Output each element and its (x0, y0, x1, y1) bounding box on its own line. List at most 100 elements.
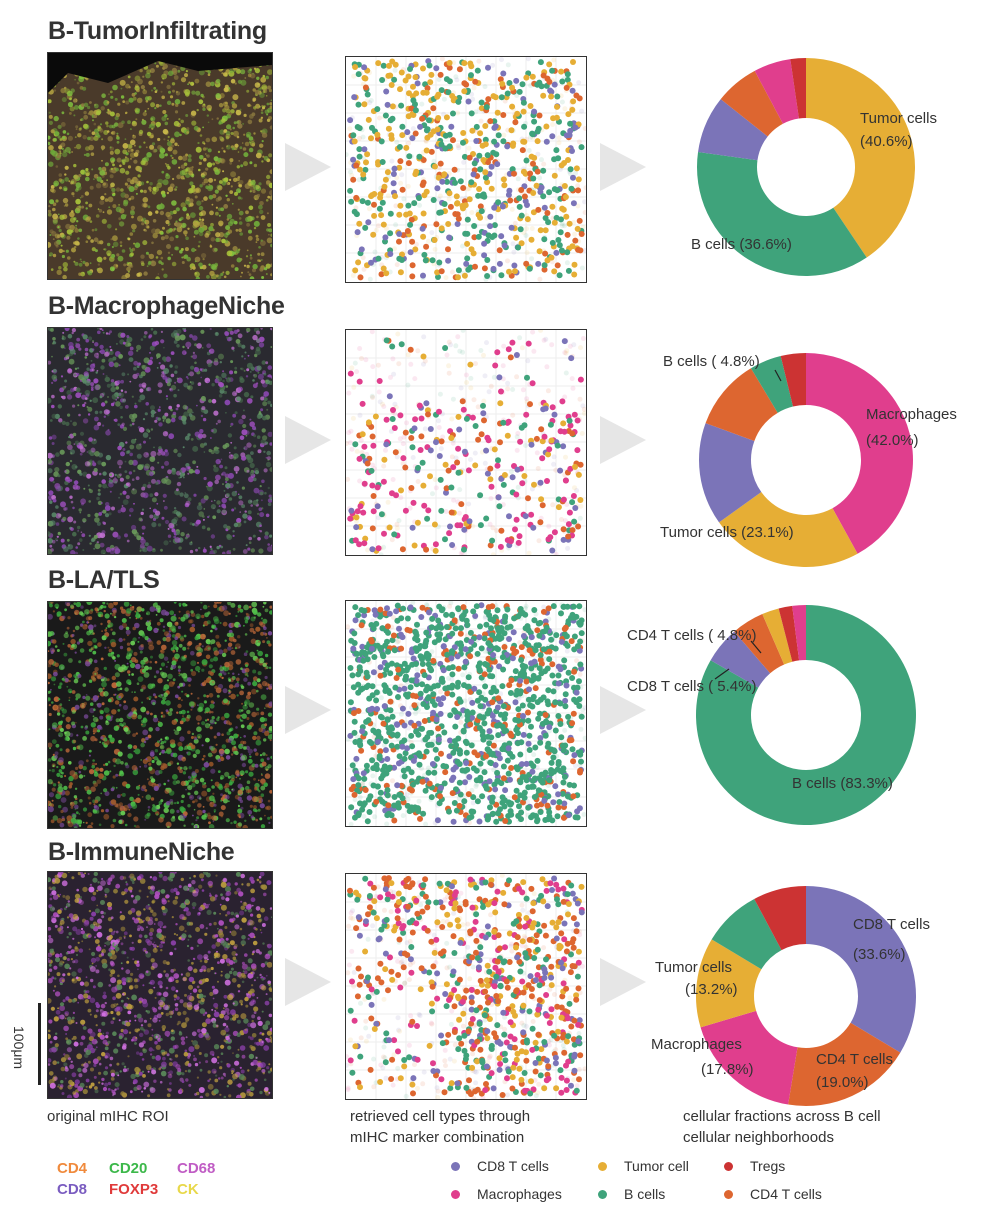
slice-label: B cells (36.6%) (691, 236, 792, 253)
legend-item-cd8-t-cells: CD8 T cells (451, 1158, 549, 1174)
donut-slice (695, 605, 916, 825)
slice-label: Macrophages (866, 406, 957, 423)
caption-donut-line2: cellular neighborhoods (683, 1129, 834, 1146)
arrow-right-icon (285, 143, 331, 191)
donut-slice (700, 1010, 798, 1105)
label-leader-line (750, 640, 762, 654)
arrow-right-icon (600, 143, 646, 191)
cell-scatter-tumorinfiltrating (345, 56, 587, 283)
scale-bar (38, 1003, 41, 1085)
donut-slice (754, 886, 806, 951)
donut-slice (720, 70, 783, 137)
label-leader-line (714, 668, 730, 680)
donut-slice (790, 58, 806, 119)
slice-label: B cells ( 4.8%) (663, 353, 760, 370)
donut-slice (788, 1022, 901, 1107)
legend-item-tregs: Tregs (724, 1158, 785, 1174)
legend-label: B cells (624, 1186, 666, 1202)
arrow-right-icon (600, 416, 646, 464)
marker-cd68: CD68 (177, 1160, 216, 1177)
donut-slice (698, 99, 768, 161)
row-title-tumorinfiltrating: B-TumorInfiltrating (48, 17, 267, 45)
legend-dot-icon (724, 1161, 733, 1171)
slice-percent-label: (40.6%) (860, 133, 913, 150)
caption-donut-line1: cellular fractions across B cell (683, 1108, 881, 1125)
donut-slice (754, 59, 799, 124)
donut-slice (719, 492, 858, 567)
legend-label: CD8 T cells (477, 1158, 549, 1174)
legend-label: Tumor cell (624, 1158, 689, 1174)
slice-label: Macrophages (651, 1036, 742, 1053)
slice-label: Tumor cells (655, 959, 732, 976)
donut-chart-immuneniche: CD8 T cells (33.6%) CD4 T cells (19.0%) Macr… (651, 869, 955, 1119)
marker-ck: CK (177, 1181, 199, 1198)
slice-percent-label: (42.0%) (866, 432, 919, 449)
legend-item-macrophages: Macrophages (451, 1186, 562, 1202)
caption-roi: original mIHC ROI (47, 1108, 169, 1125)
legend-dot-icon (451, 1189, 460, 1199)
slice-label: CD8 T cells ( 5.4%) (627, 678, 757, 695)
slice-percent-label: (33.6%) (853, 946, 906, 963)
legend-dot-icon (724, 1189, 733, 1199)
roi-image-la-tls (47, 601, 273, 829)
legend-item-b-cells: B cells (598, 1186, 665, 1202)
legend-item-cd4-t-cells: CD4 T cells (724, 1186, 822, 1202)
legend-dot-icon (598, 1161, 607, 1171)
donut-slice (695, 939, 762, 1028)
roi-image-immuneniche (47, 871, 273, 1099)
slice-label: Tumor cells (860, 110, 937, 127)
marker-cd8: CD8 (57, 1181, 88, 1198)
roi-image-tumorinfiltrating (47, 52, 273, 280)
scale-bar-label: 100μm (11, 1026, 27, 1070)
arrow-right-icon (285, 686, 331, 734)
cell-scatter-macrophageniche (345, 329, 587, 556)
caption-donut: cellular fractions across B cell cellula… (683, 1106, 881, 1148)
arrow-right-icon (600, 686, 646, 734)
slice-label: CD8 T cells (853, 916, 930, 933)
donut-chart-la-tls: B cells (83.3%) CD8 T cells ( 5.4%) CD4 T … (627, 597, 955, 847)
slice-percent-label: (19.0%) (816, 1074, 869, 1091)
legend-dot-icon (598, 1189, 607, 1199)
donut-slice (806, 353, 913, 554)
marker-foxp3: FOXP3 (109, 1181, 159, 1198)
slice-label: Tumor cells (23.1%) (660, 524, 794, 541)
caption-scatter: retrieved cell types through mIHC marker… (350, 1106, 530, 1148)
donut-slice (750, 356, 793, 413)
donut-slice (699, 423, 762, 523)
donut-slice (792, 605, 806, 661)
arrow-right-icon (285, 958, 331, 1006)
caption-scatter-line1: retrieved cell types through (350, 1108, 531, 1125)
row-title-immuneniche: B-ImmuneNiche (48, 838, 235, 866)
donut-chart-macrophageniche: Macrophages (42.0%) Tumor cells (23.1%) B c… (655, 325, 957, 575)
legend-dot-icon (451, 1161, 460, 1171)
donut-slice (762, 608, 793, 665)
donut-slice (710, 631, 771, 688)
donut-slice (705, 368, 778, 442)
cell-scatter-immuneniche (345, 873, 587, 1100)
label-leader-line (774, 369, 782, 382)
marker-cd4: CD4 (57, 1160, 88, 1177)
donut-slice (780, 353, 806, 407)
slice-label: B cells (83.3%) (792, 775, 893, 792)
roi-image-macrophageniche (47, 327, 273, 555)
arrow-right-icon (600, 958, 646, 1006)
donut-slice (711, 898, 782, 970)
donut-chart-tumorinfiltrating: Tumor cells (40.6%) B cells (36.6%) (655, 42, 955, 292)
legend-item-tumor-cell: Tumor cell (598, 1158, 689, 1174)
cell-scatter-la-tls (345, 600, 587, 827)
donut-slice (806, 58, 915, 258)
marker-cd20: CD20 (109, 1160, 148, 1177)
slice-label: CD4 T cells (816, 1051, 893, 1068)
slice-percent-label: (13.2%) (685, 981, 738, 998)
donut-slice (697, 151, 867, 276)
legend-label: Macrophages (477, 1186, 562, 1202)
donut-slice (778, 605, 800, 662)
legend-label: CD4 T cells (750, 1186, 822, 1202)
caption-scatter-line2: mIHC marker combination (350, 1129, 525, 1146)
arrow-right-icon (285, 416, 331, 464)
donut-slice (806, 886, 917, 1053)
slice-label: CD4 T cells ( 4.8%) (627, 627, 757, 644)
donut-slice (734, 614, 785, 674)
slice-percent-label: (17.8%) (701, 1061, 754, 1078)
row-title-macrophageniche: B-MacrophageNiche (48, 292, 285, 320)
